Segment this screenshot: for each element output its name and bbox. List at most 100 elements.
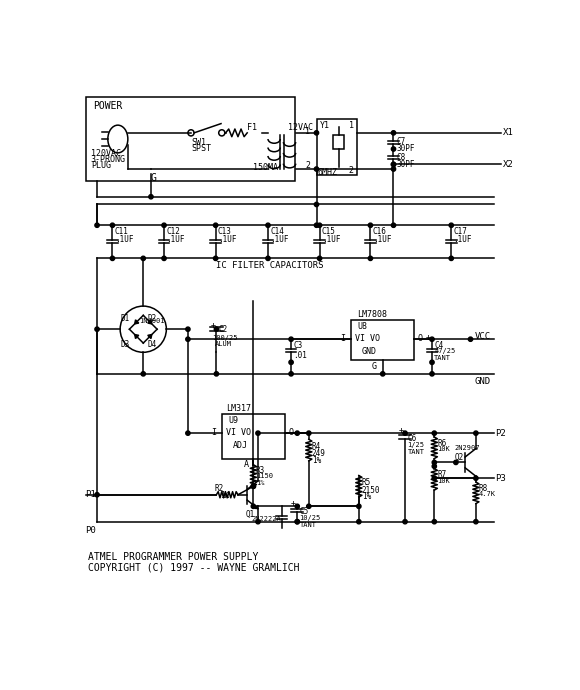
- Text: IC FILTER CAPACITORS: IC FILTER CAPACITORS: [216, 261, 324, 270]
- Circle shape: [392, 162, 396, 166]
- Text: .1UF: .1UF: [322, 235, 340, 244]
- Text: 1%: 1%: [362, 493, 371, 502]
- Text: 1%: 1%: [256, 480, 264, 486]
- Text: 1%: 1%: [312, 456, 321, 465]
- Circle shape: [468, 337, 473, 342]
- Circle shape: [317, 256, 322, 261]
- Circle shape: [110, 223, 115, 228]
- Text: 30PF: 30PF: [397, 160, 415, 169]
- Circle shape: [95, 493, 99, 497]
- Text: G: G: [371, 362, 376, 371]
- Text: Q1: Q1: [246, 510, 255, 519]
- Circle shape: [213, 223, 218, 228]
- Text: F1: F1: [247, 123, 257, 132]
- Circle shape: [213, 256, 218, 261]
- Text: 47/25: 47/25: [434, 348, 455, 355]
- Text: R4: R4: [312, 442, 321, 451]
- Circle shape: [368, 223, 372, 228]
- Circle shape: [368, 256, 372, 261]
- Text: 30PF: 30PF: [397, 144, 415, 152]
- Text: POWER: POWER: [93, 101, 122, 111]
- Circle shape: [266, 223, 270, 228]
- Circle shape: [454, 460, 458, 464]
- Circle shape: [289, 337, 293, 342]
- Circle shape: [214, 372, 219, 376]
- Text: U9: U9: [228, 416, 238, 425]
- Circle shape: [430, 337, 434, 342]
- Text: C11: C11: [115, 227, 129, 236]
- Text: 100/25: 100/25: [212, 335, 238, 341]
- Circle shape: [295, 520, 299, 524]
- Text: C12: C12: [166, 227, 180, 236]
- Text: VCC: VCC: [474, 333, 491, 342]
- Text: A: A: [244, 460, 248, 469]
- Circle shape: [357, 504, 361, 509]
- Circle shape: [251, 484, 256, 489]
- Text: TANT: TANT: [407, 448, 425, 455]
- Text: 120VAC: 120VAC: [91, 149, 121, 158]
- Text: 1150: 1150: [256, 473, 273, 479]
- Bar: [85, 97, 295, 181]
- Circle shape: [380, 372, 385, 376]
- Polygon shape: [148, 335, 152, 339]
- Bar: [334, 135, 344, 149]
- Text: R3: R3: [256, 466, 265, 475]
- Text: VI VO: VI VO: [355, 334, 380, 343]
- Text: D2: D2: [147, 314, 157, 323]
- Circle shape: [474, 431, 478, 435]
- Text: C5: C5: [299, 507, 309, 516]
- Text: LM317: LM317: [226, 404, 251, 413]
- Text: TANT: TANT: [299, 522, 317, 528]
- Circle shape: [449, 256, 454, 261]
- Text: U8: U8: [357, 322, 367, 331]
- Text: D3: D3: [120, 340, 129, 349]
- Circle shape: [251, 484, 256, 489]
- Polygon shape: [255, 505, 258, 509]
- Circle shape: [188, 130, 194, 136]
- Text: C15: C15: [322, 227, 336, 236]
- Text: .1UF: .1UF: [115, 235, 133, 244]
- Circle shape: [392, 223, 396, 228]
- Circle shape: [449, 223, 454, 228]
- Circle shape: [430, 372, 434, 376]
- Circle shape: [95, 327, 99, 331]
- Text: P3: P3: [495, 474, 506, 483]
- Text: .1UF: .1UF: [218, 235, 237, 244]
- Text: C3: C3: [293, 341, 303, 350]
- Text: ATMEL PROGRAMMER POWER SUPPLY: ATMEL PROGRAMMER POWER SUPPLY: [88, 553, 258, 562]
- Text: 1N4001: 1N4001: [139, 318, 165, 324]
- Text: C2: C2: [219, 324, 228, 333]
- Circle shape: [289, 360, 293, 364]
- Circle shape: [314, 202, 318, 206]
- Text: 3-PRONG: 3-PRONG: [91, 155, 126, 164]
- Text: 2150: 2150: [362, 486, 380, 495]
- Circle shape: [149, 195, 153, 199]
- Text: 150MA: 150MA: [252, 163, 278, 172]
- Text: 10K: 10K: [437, 477, 450, 484]
- Circle shape: [474, 520, 478, 524]
- Text: ADJ: ADJ: [233, 441, 248, 450]
- Text: GND: GND: [474, 377, 491, 386]
- Text: I: I: [340, 334, 345, 343]
- Circle shape: [120, 306, 166, 353]
- Text: I: I: [211, 428, 216, 437]
- Text: .01: .01: [293, 351, 307, 359]
- Bar: [222, 414, 285, 459]
- Circle shape: [295, 431, 299, 435]
- Circle shape: [432, 431, 437, 435]
- Circle shape: [307, 504, 311, 509]
- Text: C16: C16: [373, 227, 387, 236]
- Text: 249: 249: [312, 449, 326, 458]
- Circle shape: [392, 130, 396, 135]
- Text: Y1: Y1: [320, 121, 329, 130]
- Circle shape: [403, 431, 407, 435]
- Circle shape: [110, 256, 115, 261]
- Bar: [351, 320, 414, 360]
- Text: LM7808: LM7808: [357, 310, 387, 319]
- Circle shape: [219, 130, 225, 136]
- Circle shape: [141, 372, 146, 376]
- Circle shape: [186, 337, 190, 342]
- Polygon shape: [148, 320, 152, 324]
- Circle shape: [307, 431, 311, 435]
- Text: D4: D4: [147, 340, 157, 349]
